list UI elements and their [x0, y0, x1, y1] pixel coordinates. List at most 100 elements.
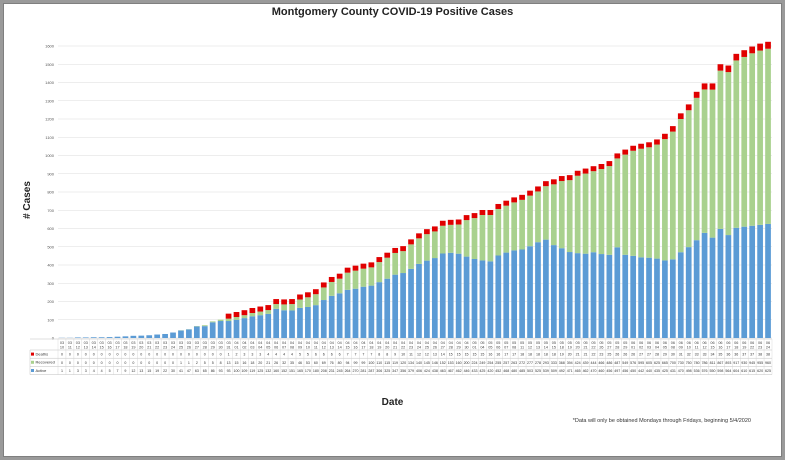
bar-recovered — [646, 147, 652, 258]
x-tick-label: 05 — [568, 341, 572, 345]
bar-active — [693, 240, 700, 338]
data-label: 615 — [749, 369, 755, 373]
y-tick-label: 400 — [47, 263, 54, 268]
bar-active — [209, 322, 216, 338]
data-label: 22 — [592, 353, 596, 357]
data-label: 0 — [109, 361, 111, 365]
data-label: 12 — [417, 353, 421, 357]
bar-deaths — [709, 83, 716, 90]
data-label: 3 — [243, 353, 245, 357]
bar-active — [336, 293, 343, 338]
x-tick-label: 04 — [409, 341, 413, 345]
data-label: 811 — [710, 361, 716, 365]
x-tick-label: 16 — [718, 346, 722, 350]
bar-deaths — [455, 219, 462, 225]
data-label: 8 — [378, 353, 380, 357]
data-label: 0 — [148, 361, 150, 365]
data-label: 9 — [394, 353, 396, 357]
bar-deaths — [431, 226, 438, 232]
data-label: 145 — [424, 361, 430, 365]
data-label: 21 — [266, 361, 270, 365]
x-tick-label: 04 — [480, 346, 484, 350]
data-label: 200 — [464, 361, 470, 365]
x-tick-label: 27 — [195, 346, 199, 350]
x-tick-label: 03 — [647, 346, 651, 350]
x-tick-label: 28 — [203, 346, 207, 350]
x-tick-label: 06 — [679, 341, 683, 345]
data-label: 15 — [235, 361, 239, 365]
data-label: 485 — [519, 369, 525, 373]
bar-active — [233, 319, 240, 338]
data-label: 93 — [219, 369, 223, 373]
bar-deaths — [257, 306, 264, 312]
bar-deaths — [297, 294, 303, 300]
x-tick-label: 06 — [742, 341, 746, 345]
bar-deaths — [416, 233, 422, 239]
data-label: 245 — [337, 369, 343, 373]
data-label: 0 — [140, 353, 142, 357]
bar-recovered — [590, 171, 597, 253]
data-label: 53 — [306, 361, 310, 365]
bar-active — [511, 250, 518, 338]
x-tick-label: 05 — [496, 341, 500, 345]
x-tick-label: 05 — [615, 341, 619, 345]
x-tick-label: 06 — [631, 341, 635, 345]
data-label: 5 — [204, 361, 206, 365]
bar-deaths — [320, 282, 327, 288]
x-tick-label: 05 — [520, 341, 524, 345]
data-label: 6 — [315, 353, 317, 357]
bar-active — [154, 334, 161, 338]
x-tick-label: 30 — [464, 346, 468, 350]
x-tick-label: 03 — [60, 341, 64, 345]
x-tick-label: 06 — [655, 341, 659, 345]
data-label: 224 — [472, 361, 478, 365]
x-tick-label: 03 — [68, 341, 72, 345]
x-tick-label: 06 — [639, 341, 643, 345]
bar-recovered — [685, 110, 692, 248]
y-tick-label: 100 — [47, 317, 54, 322]
bar-active — [662, 260, 668, 338]
x-tick-label: 20 — [576, 346, 580, 350]
x-tick-label: 04 — [377, 341, 381, 345]
x-tick-label: 15 — [552, 346, 556, 350]
data-label: 23 — [599, 353, 603, 357]
bar-active — [376, 282, 383, 338]
bar-recovered — [201, 325, 208, 327]
bar-active — [408, 268, 414, 338]
footnote: *Data will only be obtained Mondays thro… — [572, 418, 751, 424]
data-label: 272 — [519, 361, 525, 365]
x-tick-label: 10 — [60, 346, 64, 350]
x-tick-label: 04 — [417, 341, 421, 345]
bar-recovered — [400, 251, 406, 274]
data-label: 444 — [591, 361, 597, 365]
data-label: 13 — [227, 361, 231, 365]
x-tick-label: 11 — [520, 346, 524, 350]
data-label: 471 — [567, 369, 573, 373]
x-tick-label: 21 — [147, 346, 151, 350]
x-tick-label: 05 — [488, 341, 492, 345]
bar-recovered — [392, 252, 399, 275]
x-tick-label: 06 — [647, 341, 651, 345]
y-tick-label: 1000 — [45, 153, 55, 158]
y-tick-label: 1300 — [45, 98, 55, 103]
bar-deaths — [654, 139, 660, 145]
data-label: 231 — [329, 369, 335, 373]
data-label: 867 — [717, 361, 723, 365]
x-tick-label: 04 — [425, 341, 429, 345]
bar-recovered — [717, 70, 724, 229]
bar-deaths — [479, 209, 486, 215]
x-tick-label: 04 — [282, 341, 286, 345]
x-tick-label: 28 — [449, 346, 453, 350]
y-tick-label: 600 — [47, 226, 54, 231]
data-label: 0 — [77, 353, 79, 357]
legend-label-recovered: Recovered — [36, 360, 55, 365]
bar-deaths — [535, 186, 541, 192]
bar-recovered — [638, 148, 644, 258]
x-tick-label: 14 — [338, 346, 342, 350]
x-tick-label: 05 — [512, 341, 516, 345]
x-tick-label: 03 — [219, 341, 223, 345]
bar-active — [178, 330, 184, 338]
bar-active — [487, 261, 494, 338]
data-label: 435 — [654, 369, 660, 373]
bar-recovered — [741, 56, 748, 227]
